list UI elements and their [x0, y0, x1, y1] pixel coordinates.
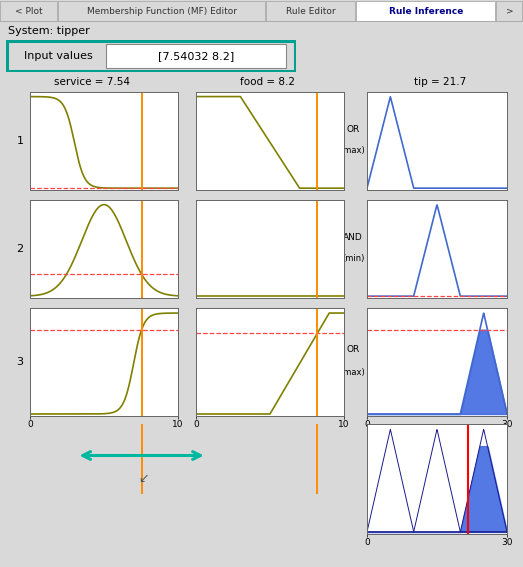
Text: OR: OR: [346, 345, 360, 354]
Bar: [356, 1, 495, 21]
Text: 3: 3: [17, 357, 24, 367]
Text: ↙: ↙: [139, 472, 149, 485]
Bar: [0, 1, 57, 21]
Text: food = 8.2: food = 8.2: [240, 77, 294, 87]
Text: [7.54032 8.2]: [7.54032 8.2]: [158, 51, 234, 61]
Text: OR: OR: [346, 125, 360, 134]
Text: Input values: Input values: [24, 51, 93, 61]
Bar: [58, 1, 265, 21]
Text: System: tipper: System: tipper: [8, 26, 90, 36]
Text: (min): (min): [342, 255, 364, 263]
Bar: [266, 1, 355, 21]
Text: Rule Inference: Rule Inference: [389, 6, 463, 15]
Text: AND: AND: [343, 232, 363, 242]
Text: (max): (max): [340, 146, 366, 155]
Text: < Plot: < Plot: [15, 6, 43, 15]
Text: 1: 1: [17, 136, 24, 146]
Text: (max): (max): [340, 369, 366, 377]
Text: 2: 2: [16, 244, 24, 254]
Text: tip = 21.7: tip = 21.7: [414, 77, 466, 87]
Text: Membership Function (MF) Editor: Membership Function (MF) Editor: [87, 6, 237, 15]
Text: >: >: [506, 6, 513, 15]
Text: service = 7.54: service = 7.54: [54, 77, 130, 87]
Bar: [106, 44, 286, 68]
Text: Rule Editor: Rule Editor: [286, 6, 336, 15]
Bar: [496, 1, 522, 21]
